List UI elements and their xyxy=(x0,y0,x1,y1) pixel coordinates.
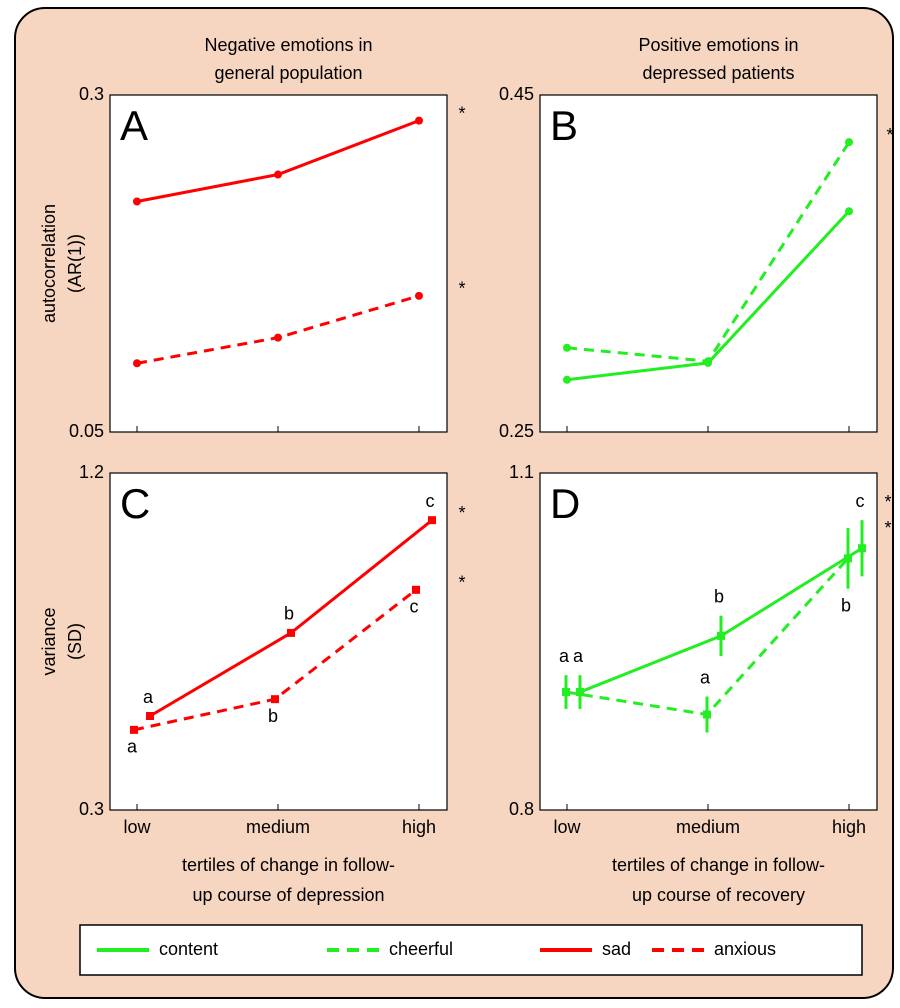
point-label: c xyxy=(426,491,435,511)
y-axis-label: variance xyxy=(39,607,59,675)
data-point xyxy=(412,585,420,594)
significance-marker: * xyxy=(458,103,465,123)
x-axis-label: up course of recovery xyxy=(632,885,805,905)
panel-title: general population xyxy=(214,63,362,83)
y-axis-label: (SD) xyxy=(65,623,85,660)
plot-area xyxy=(539,94,878,433)
data-point xyxy=(415,291,423,300)
panel-title: Negative emotions in xyxy=(204,35,372,55)
significance-marker: * xyxy=(884,518,891,538)
legend-label: sad xyxy=(602,939,631,959)
legend-label: anxious xyxy=(714,939,776,959)
y-axis-label: (AR(1)) xyxy=(65,234,85,293)
significance-marker: * xyxy=(886,125,893,145)
panel-label: B xyxy=(550,102,578,149)
panel-title: Positive emotions in xyxy=(638,35,798,55)
point-label: b xyxy=(284,604,294,624)
y-tick-label: 0.8 xyxy=(509,799,534,819)
y-tick-label: 0.3 xyxy=(79,799,104,819)
point-label: b xyxy=(268,706,278,726)
legend-label: content xyxy=(159,939,218,959)
point-label: c xyxy=(410,597,419,617)
x-tick-label: high xyxy=(832,817,866,837)
data-point xyxy=(562,688,570,697)
x-axis-label: up course of depression xyxy=(192,885,384,905)
data-point xyxy=(717,631,725,640)
point-label: a xyxy=(127,737,138,757)
x-tick-label: medium xyxy=(246,817,310,837)
data-point xyxy=(845,207,853,216)
point-label: c xyxy=(856,491,865,511)
point-label: a xyxy=(143,687,154,707)
y-tick-label: 0.3 xyxy=(79,84,104,104)
y-tick-label: 1.2 xyxy=(79,462,104,482)
data-point xyxy=(563,343,571,352)
data-point xyxy=(274,333,282,342)
data-point xyxy=(576,688,584,697)
panel-title: depressed patients xyxy=(642,63,794,83)
data-point xyxy=(287,628,295,637)
point-label: a xyxy=(573,646,584,666)
point-label: a xyxy=(700,667,711,687)
significance-marker: * xyxy=(458,279,465,299)
y-tick-label: 0.45 xyxy=(499,84,534,104)
x-tick-label: low xyxy=(123,817,151,837)
x-tick-label: low xyxy=(553,817,581,837)
data-point xyxy=(271,695,279,704)
data-point xyxy=(133,359,141,368)
data-point xyxy=(844,554,852,563)
data-point xyxy=(704,357,712,366)
x-tick-label: medium xyxy=(676,817,740,837)
data-point xyxy=(845,138,853,147)
data-point xyxy=(146,712,154,721)
legend-box xyxy=(79,924,863,976)
data-point xyxy=(703,710,711,719)
panel-label: D xyxy=(550,480,580,527)
point-label: a xyxy=(559,646,570,666)
significance-marker: * xyxy=(458,503,465,523)
plot-area xyxy=(109,94,448,433)
x-axis-label: tertiles of change in follow- xyxy=(182,855,395,875)
data-point xyxy=(428,516,436,525)
y-tick-label: 0.25 xyxy=(499,421,534,441)
panel-label: A xyxy=(120,102,148,149)
data-point xyxy=(563,375,571,384)
x-tick-label: high xyxy=(402,817,436,837)
data-point xyxy=(858,544,866,553)
point-label: b xyxy=(841,595,851,615)
y-tick-label: 1.1 xyxy=(509,462,534,482)
panel-label: C xyxy=(120,480,150,527)
data-point xyxy=(274,170,282,179)
x-axis-label: tertiles of change in follow- xyxy=(612,855,825,875)
point-label: b xyxy=(714,586,724,606)
y-tick-label: 0.05 xyxy=(69,421,104,441)
significance-marker: * xyxy=(884,492,891,512)
y-axis-label: autocorrelation xyxy=(39,204,59,323)
data-point xyxy=(133,197,141,206)
data-point xyxy=(130,725,138,734)
legend-label: cheerful xyxy=(389,939,453,959)
data-point xyxy=(415,116,423,125)
significance-marker: * xyxy=(458,573,465,593)
